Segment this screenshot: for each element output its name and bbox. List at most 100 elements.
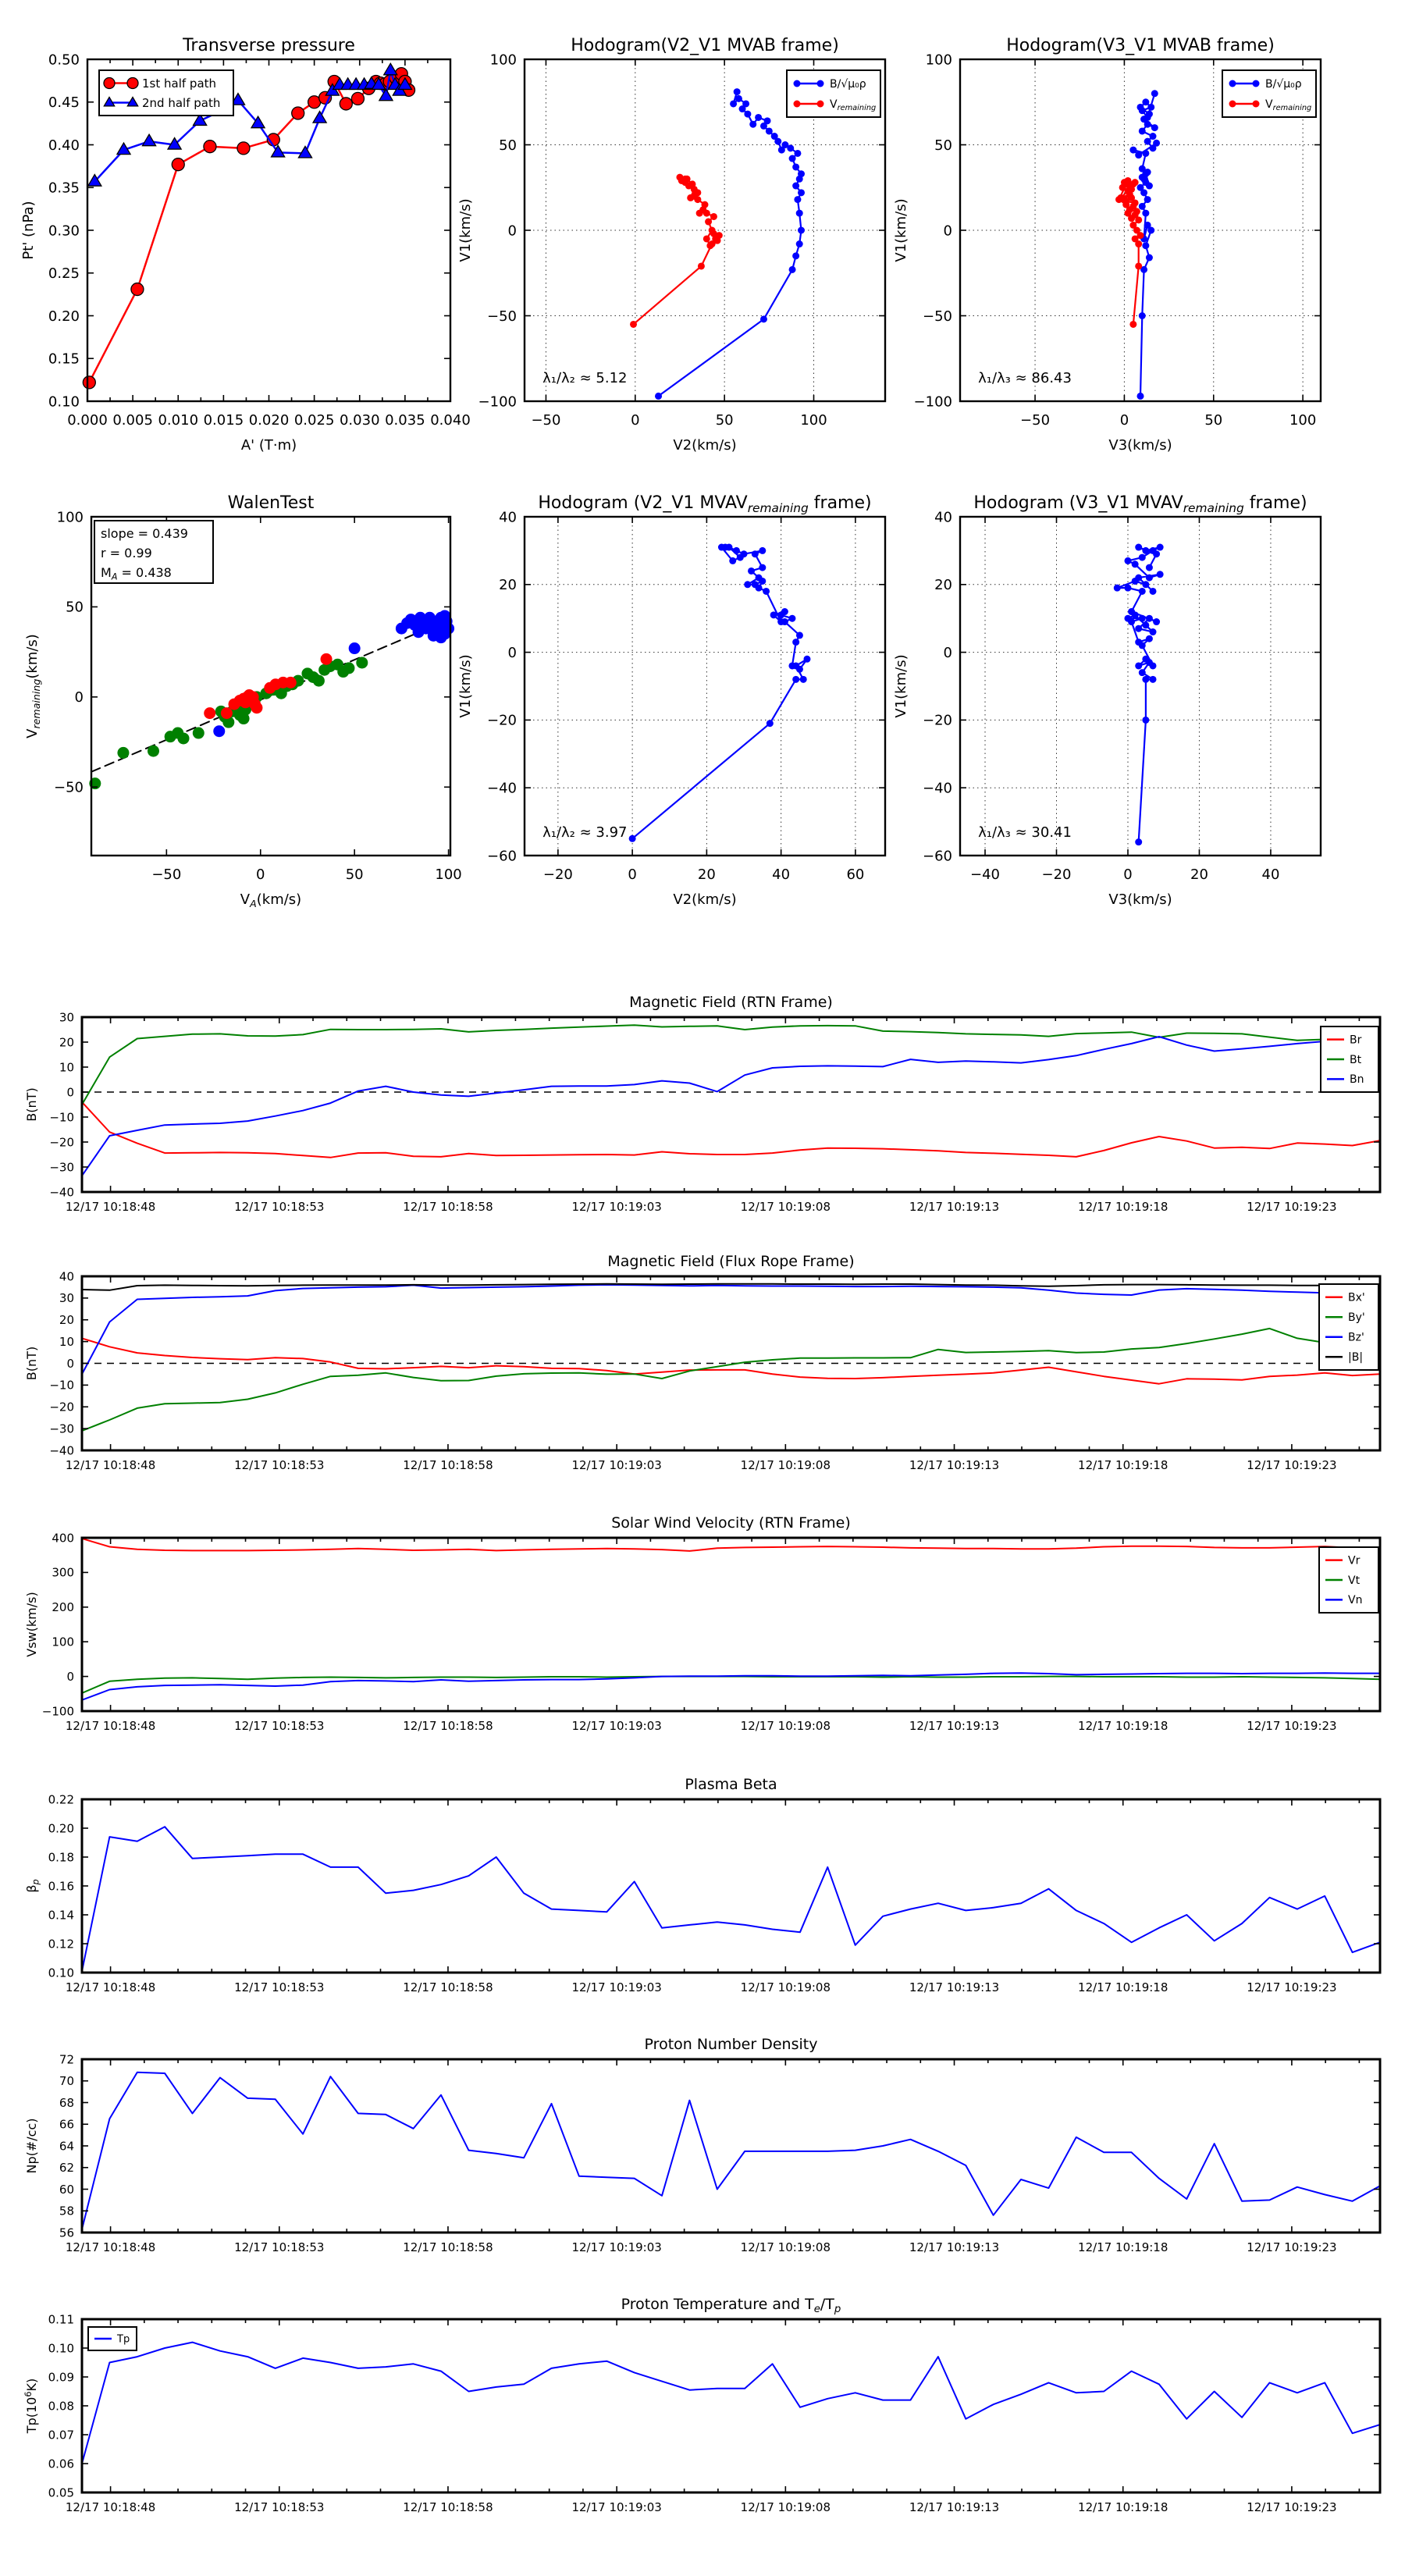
y-tick-label: 30	[59, 1010, 74, 1024]
y-axis-label: V1(km/s)	[893, 198, 909, 262]
annotation-text: λ₁/λ₃ ≈ 30.41	[978, 824, 1072, 841]
legend-label: Vt	[1348, 1574, 1361, 1587]
panel-mag-field-rtn: 12/17 10:18:48 12/17 10:18:53 12/17 10:18:…	[24, 994, 1382, 1214]
y-tick-label: −50	[923, 308, 952, 325]
x-tick-label: 12/17 10:19:13	[909, 1980, 999, 1994]
grid	[960, 517, 1321, 856]
legend-label: B/√μ₀ρ	[1265, 78, 1302, 91]
y-tick-label: 62	[59, 2161, 74, 2175]
legend-label: B/√μ₀ρ	[830, 78, 866, 91]
y-tick-label: 0	[66, 1670, 74, 1684]
y-tick-label: −100	[478, 393, 517, 410]
y-tick-label: 0.05	[48, 2485, 74, 2500]
x-tick-label: 0	[1120, 412, 1129, 429]
y-tick-label: 200	[52, 1600, 74, 1614]
y-tick-label: 0	[508, 645, 517, 661]
axes-frame	[80, 1798, 1382, 1974]
y-tick-label: −40	[923, 781, 952, 797]
y-tick-label: 20	[499, 577, 517, 593]
y-tick-label: 58	[59, 2204, 74, 2218]
panel-title: Magnetic Field (Flux Rope Frame)	[607, 1253, 854, 1270]
legend-label: Vremaining	[1265, 98, 1311, 112]
y-tick-label: 0.12	[48, 1937, 74, 1951]
y-tick-label: 66	[59, 2118, 74, 2132]
legend-label: Vn	[1348, 1594, 1362, 1606]
x-tick-label: 12/17 10:19:03	[571, 2500, 661, 2514]
series-tp	[81, 2341, 1381, 2464]
axes-frame	[80, 1016, 1382, 1194]
x-tick-label: 0.025	[294, 412, 335, 429]
y-tick-label: 0.14	[48, 1908, 74, 1922]
axes-frame	[80, 2058, 1382, 2234]
legend-label: Bn	[1350, 1073, 1364, 1086]
x-tick-label: −20	[1042, 866, 1072, 883]
x-tick-label: 12/17 10:18:48	[66, 1458, 155, 1472]
y-tick-label: −50	[54, 780, 84, 796]
panel-title: Proton Temperature and Te/Tp	[621, 2296, 841, 2315]
y-tick-label: −50	[487, 308, 517, 325]
y-tick-label: 40	[59, 1269, 74, 1283]
legend-label: Br	[1350, 1034, 1362, 1047]
x-tick-label: 20	[698, 866, 716, 883]
x-tick-label: 12/17 10:19:18	[1078, 2500, 1168, 2514]
series-beta-p	[81, 1826, 1381, 1973]
x-tick-label: 50	[716, 412, 734, 429]
x-axis-label: V2(km/s)	[673, 437, 736, 454]
y-tick-label: 0.50	[48, 52, 80, 68]
y-tick-label: 100	[926, 52, 952, 68]
y-axis-label: Np(#/cc)	[24, 2119, 39, 2174]
y-tick-label: 50	[66, 600, 84, 616]
y-tick-label: 0	[508, 222, 517, 239]
tick-labels: 12/17 10:18:48 12/17 10:18:53 12/17 10:18:…	[42, 1531, 1337, 1733]
x-tick-label: 12/17 10:19:08	[741, 1458, 831, 1472]
x-axis-label: V2(km/s)	[673, 891, 736, 908]
x-tick-label: −40	[970, 866, 1000, 883]
panel-walen-test: −50 0 50 100 −50 0 50 100 WalenTest VA(km/s) Vrema…	[24, 493, 462, 909]
stat-line: MA = 0.438	[101, 565, 172, 582]
y-tick-label: −20	[49, 1400, 74, 1414]
x-tick-label: 12/17 10:19:08	[741, 2500, 831, 2514]
y-tick-label: 50	[499, 137, 517, 154]
x-tick-label: 0.020	[249, 412, 290, 429]
x-tick-label: 12/17 10:19:08	[741, 2240, 831, 2254]
ticks	[960, 59, 1321, 402]
tick-labels: −50 0 50 100 −100 −50 0 50 100	[478, 52, 827, 429]
y-tick-label: 0.20	[48, 308, 80, 325]
x-tick-label: 12/17 10:19:03	[571, 1719, 661, 1733]
x-tick-label: 12/17 10:18:53	[234, 1719, 324, 1733]
panel-title: WalenTest	[228, 493, 315, 513]
y-tick-label: 0.10	[48, 393, 80, 410]
y-tick-label: 60	[59, 2183, 74, 2197]
y-tick-label: −20	[487, 713, 517, 729]
x-tick-label: 0.030	[340, 412, 380, 429]
x-axis-label: VA(km/s)	[240, 891, 301, 909]
x-tick-label: 12/17 10:18:53	[234, 1458, 324, 1472]
x-tick-label: 12/17 10:18:48	[66, 1200, 155, 1214]
series-bn	[81, 1033, 1381, 1177]
panel-hodogram-v2v1-mvab: −50 0 50 100 −100 −50 0 50 100 Hodogram(V2_V1 MVA…	[457, 36, 887, 454]
series-green-pts	[89, 656, 368, 790]
x-tick-label: 12/17 10:18:53	[234, 1980, 324, 1994]
y-tick-label: 72	[59, 2052, 74, 2066]
y-tick-label: −10	[49, 1110, 74, 1124]
y-tick-label: 400	[52, 1531, 74, 1545]
x-tick-label: 60	[846, 866, 864, 883]
axes-frame	[959, 515, 1322, 857]
y-tick-label: 10	[59, 1060, 74, 1074]
x-tick-label: 100	[800, 412, 827, 429]
series-v-remaining	[1115, 176, 1144, 328]
stat-line: slope = 0.439	[101, 526, 188, 541]
x-tick-label: 0	[1123, 866, 1132, 883]
series-vr	[81, 1537, 1381, 1552]
panel-proton-number-density: 12/17 10:18:48 12/17 10:18:53 12/17 10:18:…	[24, 2036, 1382, 2254]
y-axis-label: Pt' (nPa)	[20, 201, 37, 259]
x-tick-label: 12/17 10:19:03	[571, 1980, 661, 1994]
legend-label: Bz'	[1348, 1332, 1364, 1344]
legend-box	[1222, 69, 1317, 118]
y-tick-label: 0.07	[48, 2428, 74, 2442]
panel-title: Transverse pressure	[182, 36, 355, 55]
y-tick-label: 30	[59, 1291, 74, 1305]
ticks	[82, 2318, 1380, 2493]
y-tick-label: 0	[75, 689, 84, 706]
x-tick-label: 12/17 10:19:18	[1078, 1458, 1168, 1472]
